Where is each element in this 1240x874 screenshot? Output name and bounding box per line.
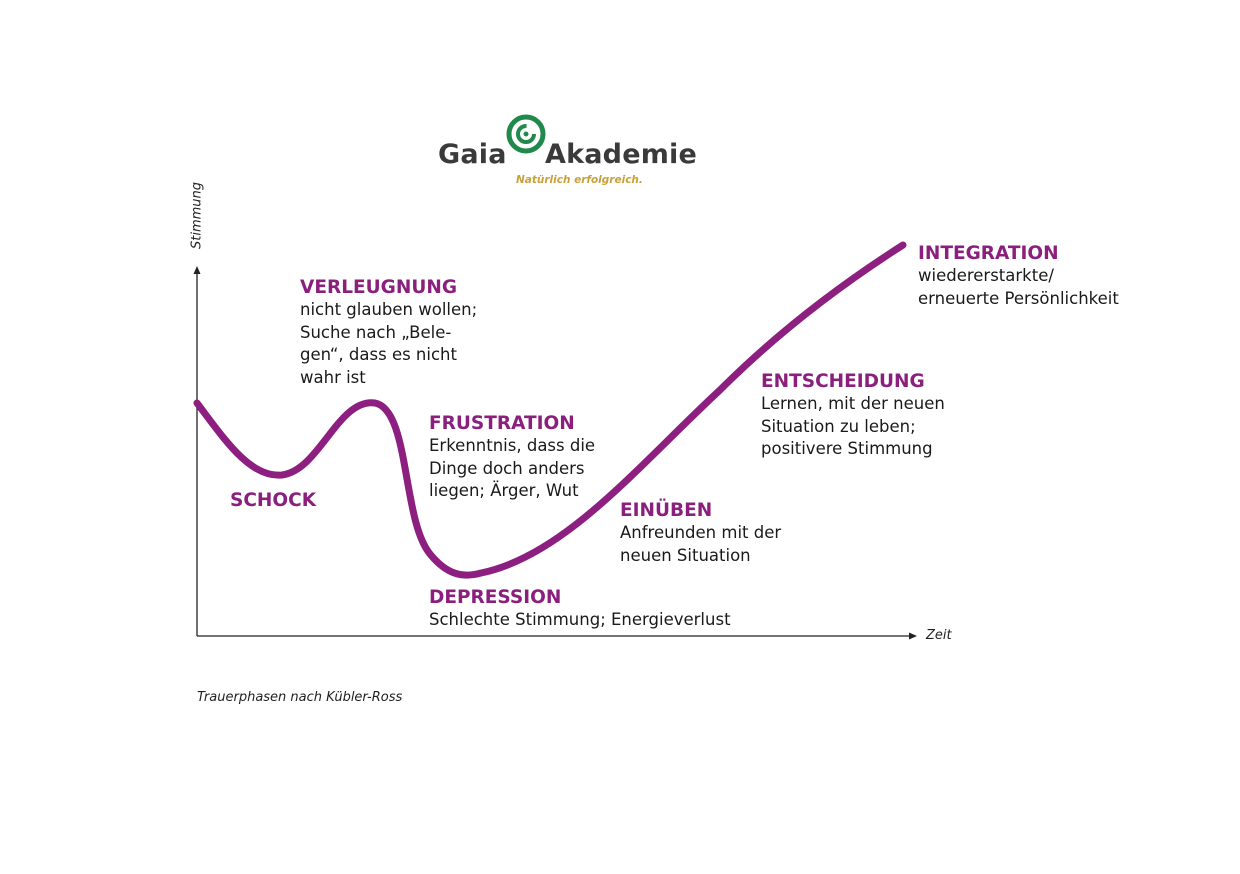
phase-verleugnung-title: VERLEUGNUNG [300,277,458,298]
y-axis-arrow-icon [193,266,201,274]
phase-frustration-description: Erkenntnis, dass die Dinge doch anders l… [429,436,596,500]
phase-schock-title: SCHOCK [230,490,317,511]
phase-frustration: FRUSTRATION Erkenntnis, dass die Dinge d… [429,412,595,503]
logo: Gaia Akademie Natürlich erfolgreich. [438,112,708,188]
logo-tagline: Natürlich erfolgreich. [516,174,643,186]
phase-depression-title: DEPRESSION [429,587,562,608]
y-axis-label: Stimmung [189,181,205,250]
phase-einueben-description: Anfreunden mit der neuen Situation [620,523,782,565]
logo-word-right: Akademie [545,139,698,170]
phase-entscheidung-title: ENTSCHEIDUNG [761,371,925,392]
phase-einueben: EINÜBEN Anfreunden mit der neuen Situati… [620,499,781,567]
x-axis-label: Zeit [926,628,952,643]
phase-integration-title: INTEGRATION [918,243,1059,264]
figure-caption: Trauerphasen nach Kübler-Ross [197,690,403,705]
phase-integration: INTEGRATION wiedererstarkte/ erneuerte P… [918,242,1119,310]
logo-spiral-icon [506,114,546,154]
phase-depression-description: Schlechte Stimmung; Energieverlust [429,610,731,629]
mood-curve [193,241,907,579]
phase-schock: SCHOCK [230,489,316,512]
phase-einueben-title: EINÜBEN [620,500,713,521]
phase-entscheidung-description: Lernen, mit der neuen Situation zu leben… [761,394,945,458]
phase-verleugnung-description: nicht glauben wollen; Suche nach „Bele- … [300,300,478,387]
x-axis-arrow-icon [909,632,917,640]
phase-entscheidung: ENTSCHEIDUNG Lernen, mit der neuen Situa… [761,370,945,461]
phase-frustration-title: FRUSTRATION [429,413,575,434]
logo-word-left: Gaia [438,139,507,170]
phase-verleugnung: VERLEUGNUNG nicht glauben wollen; Suche … [300,276,477,389]
phase-depression: DEPRESSION Schlechte Stimmung; Energieve… [429,586,731,632]
phase-integration-description: wiedererstarkte/ erneuerte Persönlichkei… [918,266,1119,308]
